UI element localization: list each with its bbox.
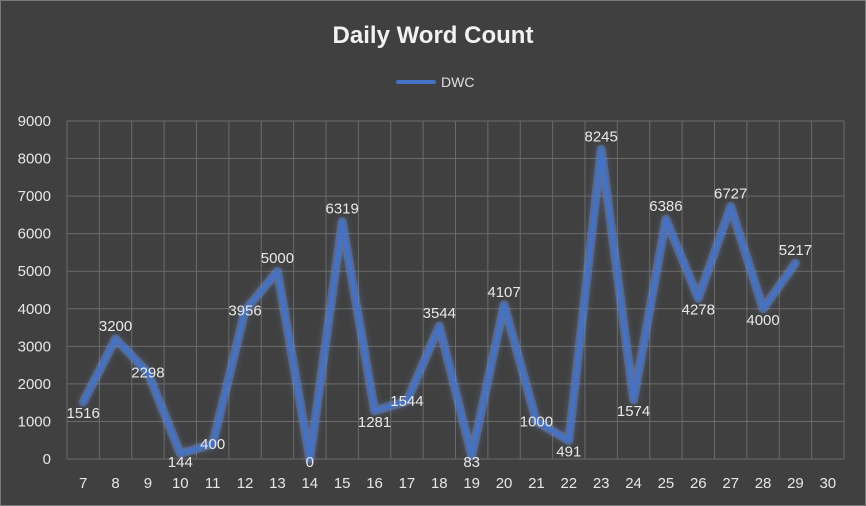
data-label: 6386 bbox=[649, 198, 682, 215]
y-tick-label: 8000 bbox=[18, 151, 51, 168]
data-label: 4000 bbox=[746, 312, 779, 329]
data-label: 4278 bbox=[682, 301, 715, 318]
x-tick-label: 23 bbox=[593, 475, 610, 492]
data-label: 3544 bbox=[423, 305, 456, 322]
x-tick-label: 24 bbox=[625, 475, 642, 492]
x-tick-label: 12 bbox=[237, 475, 254, 492]
data-label: 5217 bbox=[779, 242, 812, 259]
x-tick-label: 28 bbox=[755, 475, 772, 492]
y-tick-label: 3000 bbox=[18, 338, 51, 355]
data-label: 3200 bbox=[99, 318, 132, 335]
data-label: 1516 bbox=[67, 405, 100, 422]
y-axis-ticks: 0 1000 2000 3000 4000 5000 6000 7000 8000 9000 bbox=[18, 113, 51, 468]
data-label: 2298 bbox=[131, 365, 164, 382]
x-tick-label: 18 bbox=[431, 475, 448, 492]
x-tick-label: 16 bbox=[366, 475, 383, 492]
x-tick-label: 8 bbox=[111, 475, 119, 492]
x-tick-label: 21 bbox=[528, 475, 545, 492]
legend-entry-dwc: DWC bbox=[441, 74, 474, 90]
x-tick-label: 19 bbox=[463, 475, 480, 492]
data-label: 144 bbox=[168, 454, 193, 471]
y-tick-label: 2000 bbox=[18, 376, 51, 393]
series-line-dwc bbox=[81, 147, 798, 461]
x-tick-label: 25 bbox=[658, 475, 675, 492]
x-tick-label: 29 bbox=[787, 475, 804, 492]
data-label: 4107 bbox=[487, 284, 520, 301]
data-label: 5000 bbox=[261, 250, 294, 267]
data-labels: 1516 3200 2298 144 400 3956 5000 0 6319 1281 1544 3… bbox=[67, 128, 813, 471]
data-label: 6319 bbox=[326, 201, 359, 218]
data-label: 3956 bbox=[228, 302, 261, 319]
x-tick-label: 11 bbox=[205, 475, 221, 492]
y-tick-label: 9000 bbox=[18, 113, 51, 130]
chart-title: Daily Word Count bbox=[333, 22, 534, 49]
x-tick-label: 30 bbox=[819, 475, 836, 492]
x-tick-label: 7 bbox=[79, 475, 87, 492]
y-tick-label: 6000 bbox=[18, 226, 51, 243]
x-tick-label: 20 bbox=[496, 475, 513, 492]
y-tick-label: 0 bbox=[43, 451, 51, 468]
data-label: 1574 bbox=[617, 403, 650, 420]
x-tick-label: 13 bbox=[269, 475, 286, 492]
x-tick-label: 9 bbox=[144, 475, 152, 492]
y-tick-label: 4000 bbox=[18, 301, 51, 318]
y-tick-label: 7000 bbox=[18, 188, 51, 205]
x-tick-label: 17 bbox=[399, 475, 416, 492]
x-tick-label: 22 bbox=[560, 475, 577, 492]
series-dwc bbox=[78, 144, 800, 464]
data-label: 1544 bbox=[390, 393, 423, 410]
data-label: 8245 bbox=[585, 128, 618, 145]
legend: DWC bbox=[396, 74, 474, 90]
data-label: 0 bbox=[306, 454, 314, 471]
data-label: 1281 bbox=[358, 414, 391, 431]
data-label: 400 bbox=[200, 436, 225, 453]
x-tick-label: 14 bbox=[301, 475, 318, 492]
x-tick-label: 27 bbox=[722, 475, 739, 492]
data-label: 491 bbox=[556, 444, 581, 461]
data-label: 1000 bbox=[520, 413, 553, 430]
y-tick-label: 5000 bbox=[18, 263, 51, 280]
data-label: 83 bbox=[463, 454, 480, 471]
data-label: 6727 bbox=[714, 185, 747, 202]
x-axis-ticks: 7 8 9 10 11 12 13 14 15 16 17 18 19 20 21 22 23 24 25 26 27 2… bbox=[79, 475, 836, 492]
x-tick-label: 15 bbox=[334, 475, 351, 492]
y-tick-label: 1000 bbox=[18, 413, 51, 430]
x-tick-label: 26 bbox=[690, 475, 707, 492]
x-tick-label: 10 bbox=[172, 475, 189, 492]
